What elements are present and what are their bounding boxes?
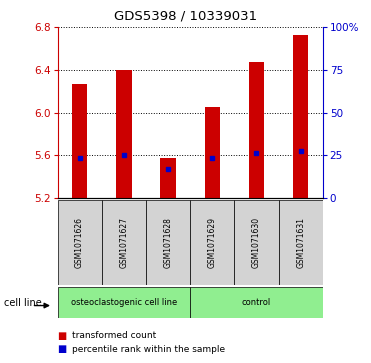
Text: osteoclastogenic cell line: osteoclastogenic cell line: [71, 298, 177, 307]
Bar: [72, 84, 87, 198]
Text: ■: ■: [58, 344, 67, 354]
Text: transformed count: transformed count: [72, 331, 157, 340]
Text: percentile rank within the sample: percentile rank within the sample: [72, 345, 226, 354]
Bar: [58, 200, 102, 285]
Text: GSM1071627: GSM1071627: [119, 217, 128, 268]
Bar: [293, 35, 308, 198]
Text: GSM1071630: GSM1071630: [252, 217, 261, 268]
Text: cell line: cell line: [4, 298, 42, 308]
Bar: [102, 200, 146, 285]
Bar: [204, 107, 220, 198]
Text: ■: ■: [58, 331, 67, 341]
Bar: [190, 287, 323, 318]
Bar: [116, 70, 132, 198]
Text: GSM1071628: GSM1071628: [164, 217, 173, 268]
Text: GSM1071626: GSM1071626: [75, 217, 84, 268]
Bar: [249, 62, 264, 198]
Bar: [234, 200, 279, 285]
Text: GSM1071631: GSM1071631: [296, 217, 305, 268]
Text: control: control: [242, 298, 271, 307]
Bar: [279, 200, 323, 285]
Bar: [160, 158, 176, 198]
Text: GDS5398 / 10339031: GDS5398 / 10339031: [114, 9, 257, 22]
Text: GSM1071629: GSM1071629: [208, 217, 217, 268]
Bar: [190, 200, 234, 285]
Bar: [58, 287, 190, 318]
Bar: [146, 200, 190, 285]
